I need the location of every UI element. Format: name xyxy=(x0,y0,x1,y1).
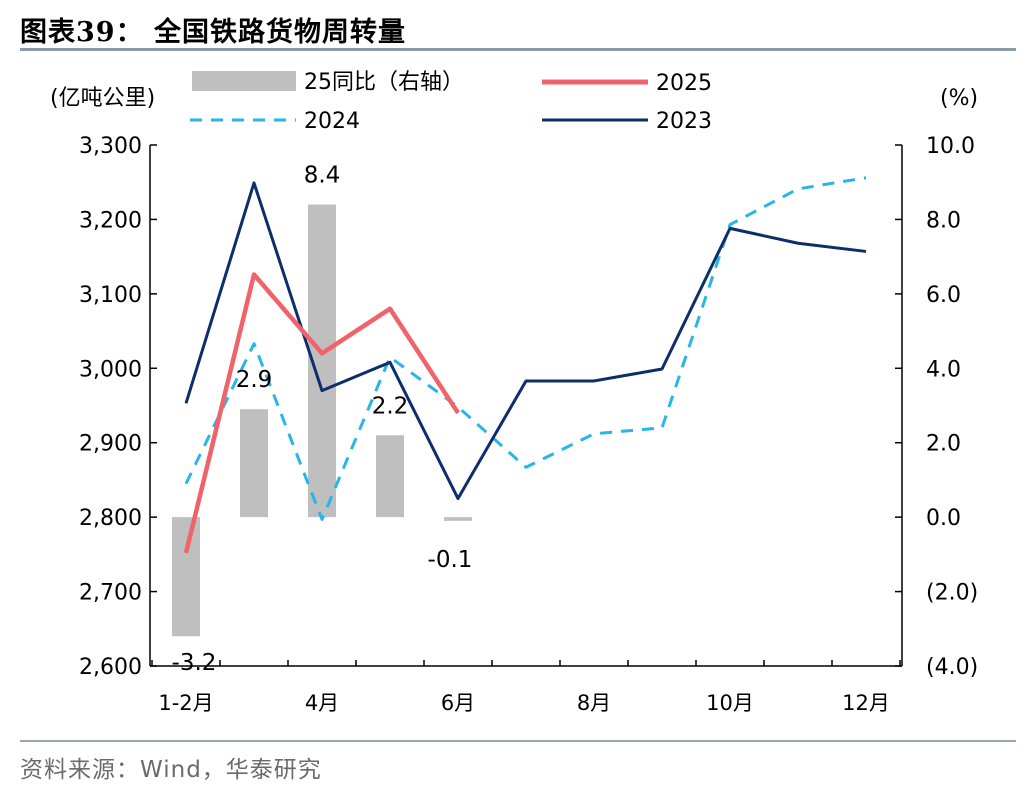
y-left-tick-label: 3,300 xyxy=(79,134,142,159)
bars xyxy=(172,204,472,637)
x-tick-label: 8月 xyxy=(577,691,611,715)
y-left-tick-label: 3,000 xyxy=(79,357,142,382)
legend-label-2023: 2023 xyxy=(656,109,712,134)
title-divider xyxy=(20,48,1016,51)
x-tick-label: 1-2月 xyxy=(158,691,213,715)
page-title: 图表39： 全国铁路货物周转量 xyxy=(20,17,406,48)
line-series-2023 xyxy=(184,181,867,501)
bar-data-label-0: -3.2 xyxy=(172,650,217,676)
footer-divider xyxy=(20,740,1016,742)
x-tick-label: 10月 xyxy=(706,691,754,715)
y-left-tick-label: 2,700 xyxy=(79,581,142,606)
y-right-tick-label: (4.0) xyxy=(926,655,978,680)
data-labels: -3.2 2.9 8.4 2.2 -0.1 xyxy=(172,163,473,677)
x-tick-label: 12月 xyxy=(842,691,890,715)
legend-label-yoy: 25同比（右轴） xyxy=(304,70,464,95)
chart: 2,600 2,700 2,800 2,900 3,000 3,100 3,200 3,300… xyxy=(50,70,978,715)
y-left-tick-label: 2,800 xyxy=(79,506,142,531)
bar-data-label-4: -0.1 xyxy=(428,547,473,573)
bar-yoy-4 xyxy=(444,517,472,521)
source-note: 资料来源：Wind，华泰研究 xyxy=(20,757,322,783)
bar-data-label-3: 2.2 xyxy=(372,393,409,419)
x-tick-label: 6月 xyxy=(441,691,475,715)
y-right-tick-label: 8.0 xyxy=(926,208,961,233)
y-right-tick-label: 10.0 xyxy=(926,134,975,159)
line-series-2024 xyxy=(184,176,867,521)
legend-label-2024: 2024 xyxy=(304,109,360,134)
legend-swatch-yoy xyxy=(192,71,296,91)
y-axis-right-label: (%) xyxy=(940,86,978,111)
line-series-2025 xyxy=(183,272,460,554)
series-lines xyxy=(183,176,867,554)
y-left-tick-label: 2,600 xyxy=(79,655,142,680)
y-right-tick-label: 6.0 xyxy=(926,283,961,308)
y-right-tick-label: (2.0) xyxy=(926,581,978,606)
y-axis-left-label: (亿吨公里) xyxy=(50,86,155,111)
y-left-tick-label: 3,100 xyxy=(79,283,142,308)
legend-label-2025: 2025 xyxy=(656,71,712,96)
bar-data-label-1: 2.9 xyxy=(236,367,273,393)
legend: 25同比（右轴） 2025 2024 2023 xyxy=(190,70,712,134)
y-right-tick-label: 0.0 xyxy=(926,506,961,531)
bar-data-label-2: 8.4 xyxy=(304,163,341,189)
bar-yoy-1 xyxy=(240,409,268,518)
y-left-tick-label: 2,900 xyxy=(79,432,142,457)
bar-yoy-3 xyxy=(376,435,404,518)
y-right-tick-label: 4.0 xyxy=(926,357,961,382)
axes: 2,600 2,700 2,800 2,900 3,000 3,100 3,200 3,300… xyxy=(79,134,978,715)
x-tick-label: 4月 xyxy=(305,691,339,715)
y-right-tick-label: 2.0 xyxy=(926,432,961,457)
y-left-tick-label: 3,200 xyxy=(79,208,142,233)
bar-yoy-0 xyxy=(172,517,200,637)
